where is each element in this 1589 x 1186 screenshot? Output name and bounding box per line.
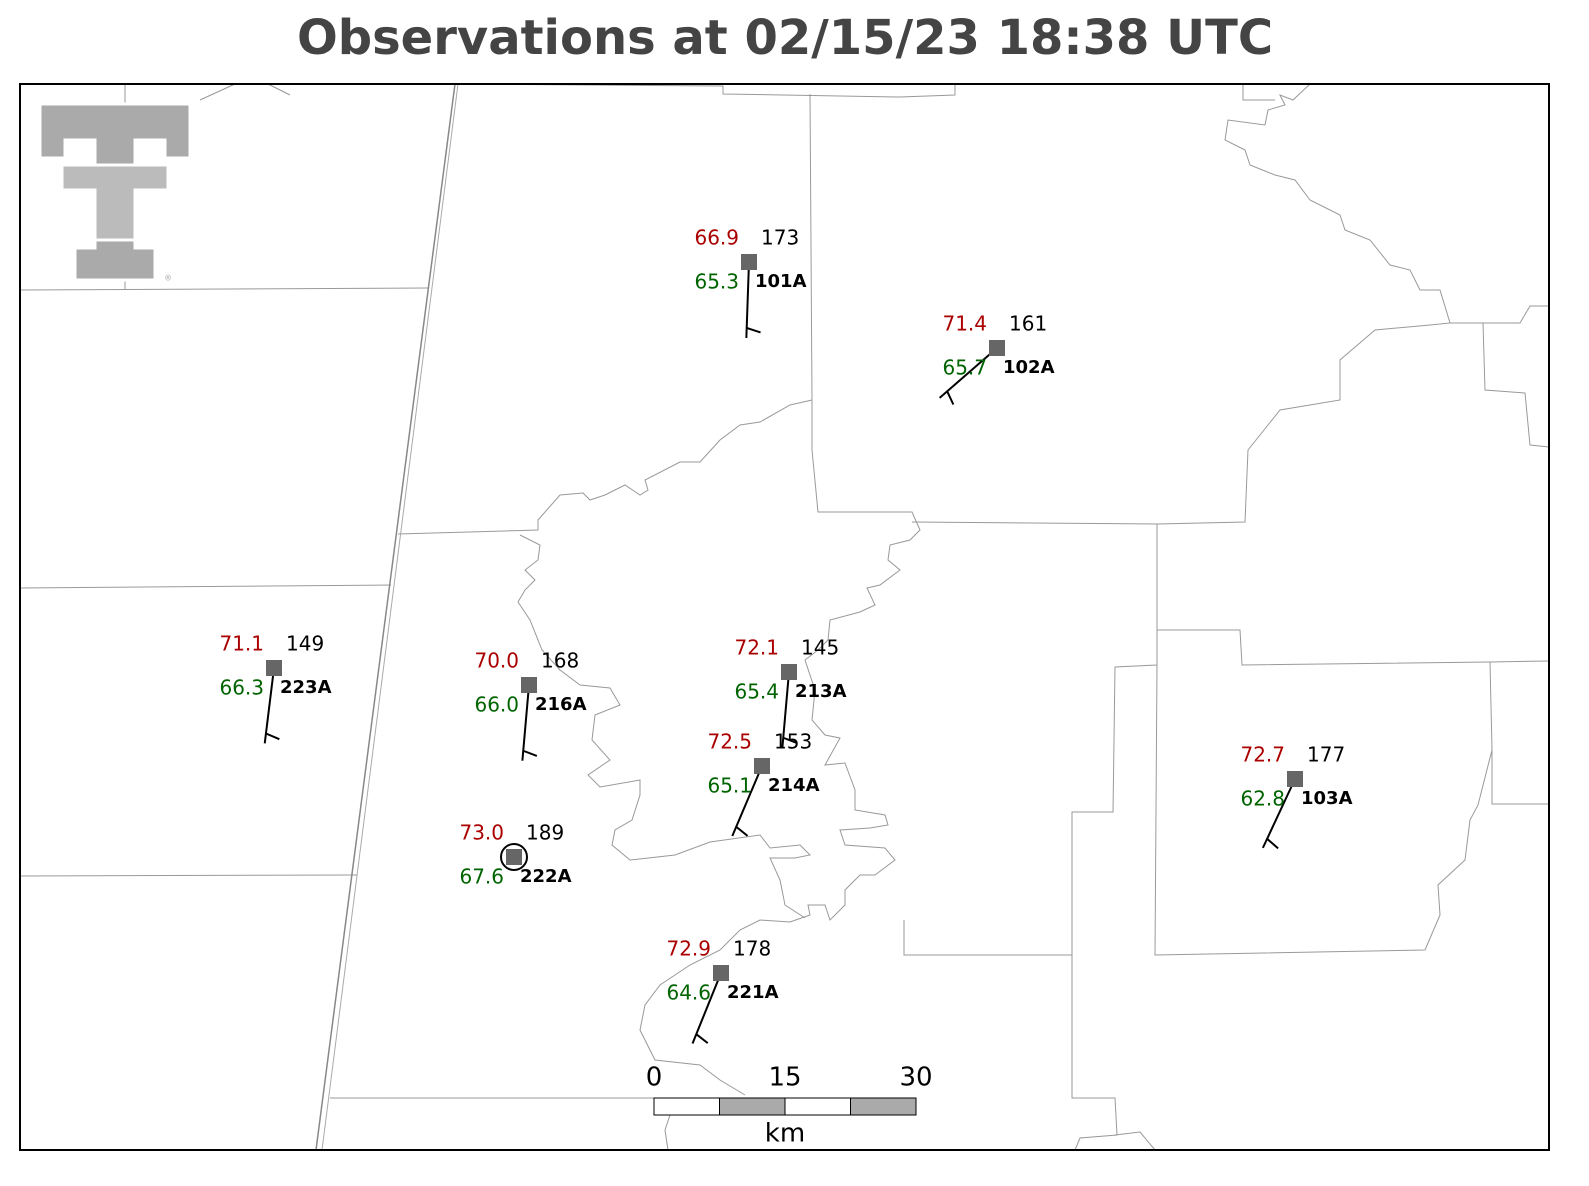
station-id: 213A [795, 681, 847, 702]
station: 72.9 178 64.6 221A [666, 937, 779, 1044]
pressure: 189 [526, 821, 564, 845]
temperature: 71.4 [942, 312, 987, 336]
barb-staff [781, 671, 790, 748]
station-marker [754, 758, 770, 774]
pressure: 168 [541, 649, 579, 673]
station: 71.1 149 66.3 223A [219, 632, 332, 744]
station: 71.4 161 65.7 102A [938, 312, 1055, 405]
wind-barb [781, 671, 798, 748]
wind-barb [1261, 778, 1296, 850]
logo [38, 102, 192, 282]
barb-flag [735, 825, 749, 837]
dewpoint: 64.6 [666, 981, 711, 1005]
pressure: 177 [1307, 743, 1345, 767]
scale-label: 15 [768, 1063, 801, 1093]
pressure: 173 [761, 226, 799, 250]
scale-segment [850, 1097, 917, 1116]
barb-flag [782, 736, 798, 744]
barb-staff [938, 347, 998, 399]
wind-barb [263, 667, 280, 744]
barb-flag [695, 1033, 709, 1044]
wind-barb [691, 972, 722, 1044]
scale-label: 30 [899, 1063, 932, 1093]
map-frame [19, 83, 1550, 1151]
station-marker [741, 254, 757, 270]
station-marker [781, 664, 797, 680]
dewpoint: 65.4 [734, 680, 779, 704]
wind-barb [521, 684, 538, 761]
calm-circle [500, 843, 528, 871]
temperature: 66.9 [694, 226, 739, 250]
dewpoint: 66.3 [219, 676, 264, 700]
station-id: 103A [1301, 788, 1353, 809]
pressure: 178 [733, 937, 771, 961]
temperature: 71.1 [219, 632, 264, 656]
scale-segment [784, 1097, 851, 1116]
station-id: 223A [280, 677, 332, 698]
station: 72.5 153 65.1 214A [707, 730, 820, 837]
dewpoint: 66.0 [474, 693, 519, 717]
scale-unit: km [765, 1119, 805, 1149]
station-marker [713, 965, 729, 981]
temperature: 72.5 [707, 730, 752, 754]
pressure: 153 [774, 730, 812, 754]
station: 73.0 189 67.6 222A [459, 821, 571, 889]
temperature: 70.0 [474, 649, 519, 673]
dewpoint: 65.1 [707, 774, 752, 798]
temperature: 72.1 [734, 636, 779, 660]
station-id: 216A [535, 694, 587, 715]
temperature: 73.0 [459, 821, 504, 845]
station: 66.9 173 65.3 101A [694, 226, 807, 338]
wind-barb [731, 765, 763, 837]
pressure: 161 [1009, 312, 1047, 336]
station-id: 222A [520, 866, 572, 887]
dewpoint: 67.6 [459, 865, 504, 889]
barb-staff [521, 684, 530, 761]
barb-staff [731, 765, 763, 837]
dewpoint: 65.3 [694, 270, 739, 294]
station-marker [266, 660, 282, 676]
wind-barb [938, 347, 998, 405]
station-marker [506, 849, 522, 865]
barb-staff [263, 667, 275, 744]
dewpoint: 62.8 [1240, 787, 1285, 811]
station: 72.7 177 62.8 103A [1240, 743, 1353, 850]
county-borders [19, 83, 1550, 1151]
scale-segment [719, 1097, 786, 1116]
barb-staff [691, 972, 722, 1044]
temperature: 72.7 [1240, 743, 1285, 767]
barb-flag [522, 749, 538, 757]
pressure: 149 [286, 632, 324, 656]
station-marker [1287, 771, 1303, 787]
scale-label: 0 [646, 1063, 663, 1093]
station-id: 101A [755, 271, 807, 292]
scale-bar: 0 15 30 km [646, 1063, 933, 1149]
temperature: 72.9 [666, 937, 711, 961]
barb-flag [1266, 838, 1279, 850]
barb-staff [1261, 778, 1296, 849]
barb-flag [746, 327, 761, 334]
title: Observations at 02/15/23 18:38 UTC [297, 10, 1273, 66]
station-id: 214A [768, 775, 820, 796]
station-marker [521, 677, 537, 693]
barb-flag [946, 390, 955, 405]
barb-staff [745, 261, 750, 338]
wind-barb [745, 261, 761, 338]
station-id: 102A [1003, 357, 1055, 378]
stations: 66.9 173 65.3 101A 71.4 161 65.7 102A 71.1 149 66.… [219, 226, 1353, 1044]
barb-flag [265, 732, 280, 741]
station-marker [989, 340, 1005, 356]
station-id: 221A [727, 982, 779, 1003]
dewpoint: 65.7 [942, 356, 987, 380]
station: 70.0 168 66.0 216A [474, 649, 587, 761]
pressure: 145 [801, 636, 839, 660]
station: 72.1 145 65.4 213A [734, 636, 847, 748]
scale-segment [653, 1097, 720, 1116]
logo-mark: ® [164, 274, 172, 283]
